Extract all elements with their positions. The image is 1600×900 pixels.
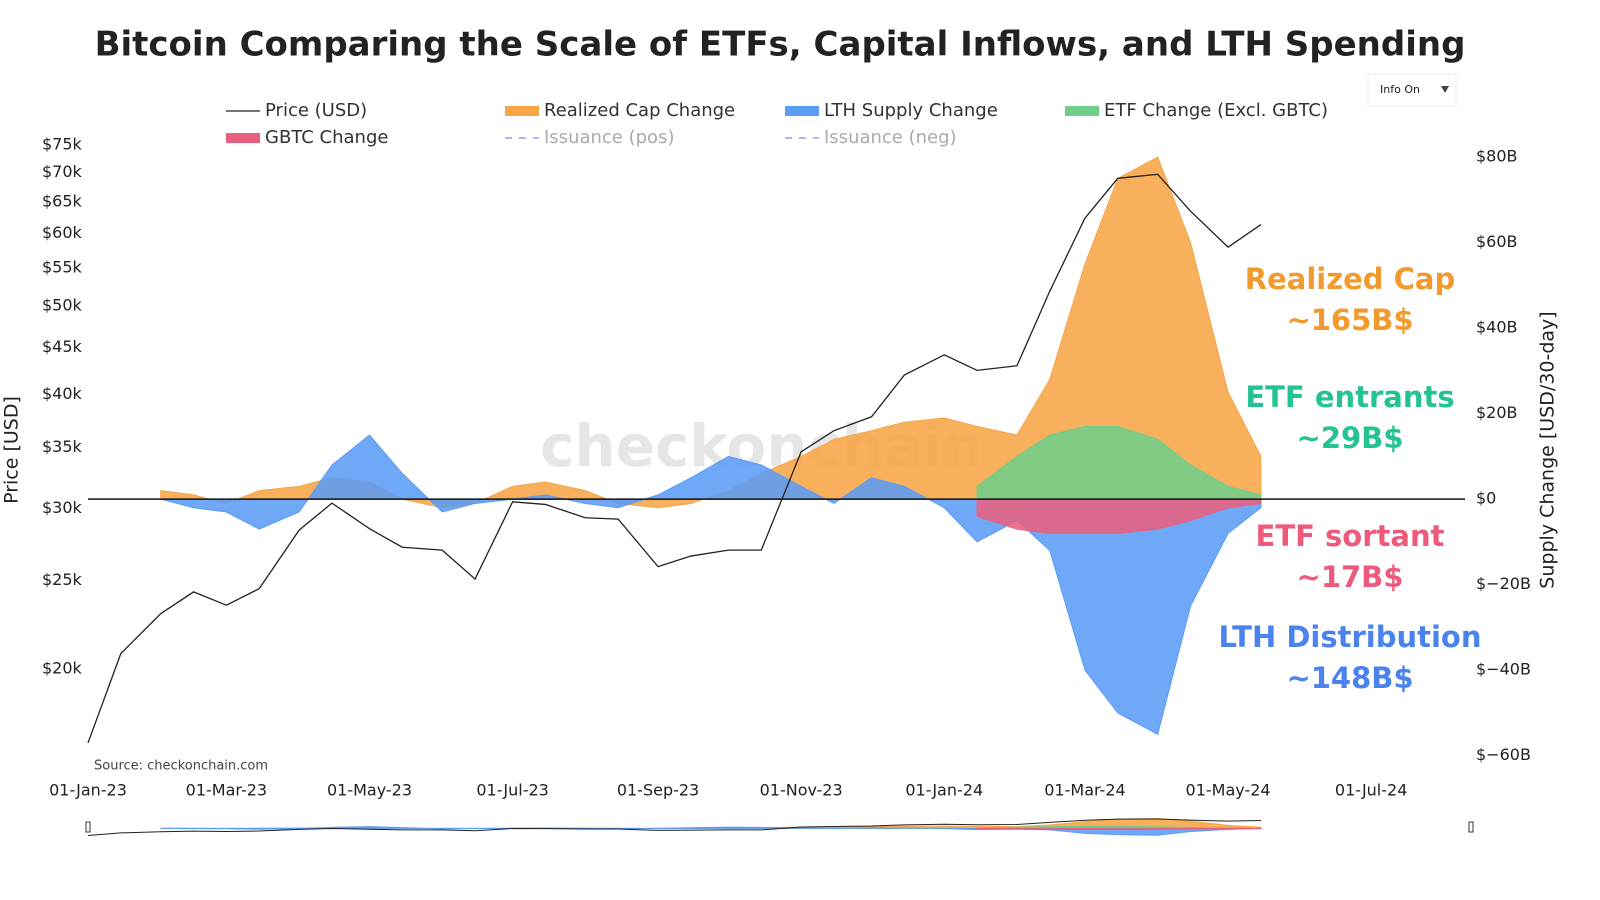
y-tick-label: $45k: [42, 337, 83, 356]
y2-tick-label: $−60B: [1476, 745, 1531, 764]
y-tick-label: $65k: [42, 191, 83, 210]
y-tick-label: $70k: [42, 162, 83, 181]
x-tick-label: 01-Jan-24: [905, 781, 983, 800]
annotation: ~165B$: [1286, 303, 1413, 337]
dropdown-label[interactable]: Info On: [1380, 83, 1420, 96]
y-tick-label: $40k: [42, 384, 83, 403]
y2-tick-label: $60B: [1476, 232, 1518, 251]
legend-label: Issuance (neg): [824, 127, 957, 148]
y-tick-label: $60k: [42, 223, 83, 242]
y-tick-label: $30k: [42, 498, 83, 517]
x-tick-label: 01-Jul-24: [1335, 781, 1407, 800]
y2-tick-label: $0: [1476, 489, 1496, 508]
slider-line: [87, 818, 1261, 837]
slider-handle[interactable]: [85, 821, 91, 833]
y-tick-label: $55k: [42, 258, 83, 277]
x-tick-label: 01-Jul-23: [476, 781, 548, 800]
legend-label: GBTC Change: [265, 127, 388, 148]
legend-swatch: [226, 133, 260, 143]
y2-tick-label: $−40B: [1476, 660, 1531, 679]
legend-swatch: [1065, 106, 1099, 116]
dropdown-arrow[interactable]: [1441, 86, 1449, 93]
plot-area: [87, 156, 1262, 744]
x-tick-label: 01-Mar-23: [186, 781, 267, 800]
y-tick-label: $50k: [42, 295, 83, 314]
x-tick-label: 01-Jan-23: [49, 781, 127, 800]
annotation: LTH Distribution: [1219, 620, 1482, 654]
chart-title: Bitcoin Comparing the Scale of ETFs, Cap…: [95, 25, 1466, 65]
annotation: ~29B$: [1297, 421, 1404, 455]
legend-label: Price (USD): [265, 100, 367, 121]
y-tick-label: $25k: [42, 570, 83, 589]
price-line: [87, 173, 1262, 744]
annotation: ETF sortant: [1256, 519, 1445, 553]
y2-tick-label: $20B: [1476, 403, 1518, 422]
source: Source: checkonchain.com: [94, 759, 268, 774]
x-tick-label: 01-May-23: [327, 781, 412, 800]
x-tick-label: 01-Mar-24: [1044, 781, 1125, 800]
y-tick-label: $20k: [42, 659, 83, 678]
legend-swatch: [785, 106, 819, 116]
y2-tick-label: $80B: [1476, 147, 1518, 166]
x-tick-label: 01-May-24: [1186, 781, 1271, 800]
legend-label: Realized Cap Change: [544, 100, 735, 121]
dropdown[interactable]: Info On: [1367, 73, 1457, 107]
y-axis-title: Price [USD]: [1, 396, 23, 504]
area: [976, 425, 1262, 500]
y2-tick-label: $40B: [1476, 318, 1518, 337]
x-tick-label: 01-Nov-23: [760, 781, 843, 800]
legend-label: LTH Supply Change: [824, 100, 998, 121]
legend-label: Issuance (pos): [544, 127, 674, 148]
y-tick-label: $35k: [42, 437, 83, 456]
y2-tick-label: $−20B: [1476, 574, 1531, 593]
legend-swatch: [505, 106, 539, 116]
x-tick-label: 01-Sep-23: [617, 781, 699, 800]
slider-area: [976, 827, 1262, 830]
dropdown-box[interactable]: [1367, 73, 1457, 107]
y2-axis-title: Supply Change [USD/30-day]: [1537, 311, 1559, 588]
annotation: ETF entrants: [1245, 380, 1454, 414]
area: [976, 498, 1262, 534]
annotation: Realized Cap: [1245, 262, 1455, 296]
annotation: ~17B$: [1297, 560, 1404, 594]
annotation: ~148B$: [1286, 661, 1413, 695]
y-tick-label: $75k: [42, 135, 83, 154]
legend-label: ETF Change (Excl. GBTC): [1104, 100, 1328, 121]
range-slider: [87, 817, 1262, 837]
slider-handle[interactable]: [1468, 821, 1474, 833]
